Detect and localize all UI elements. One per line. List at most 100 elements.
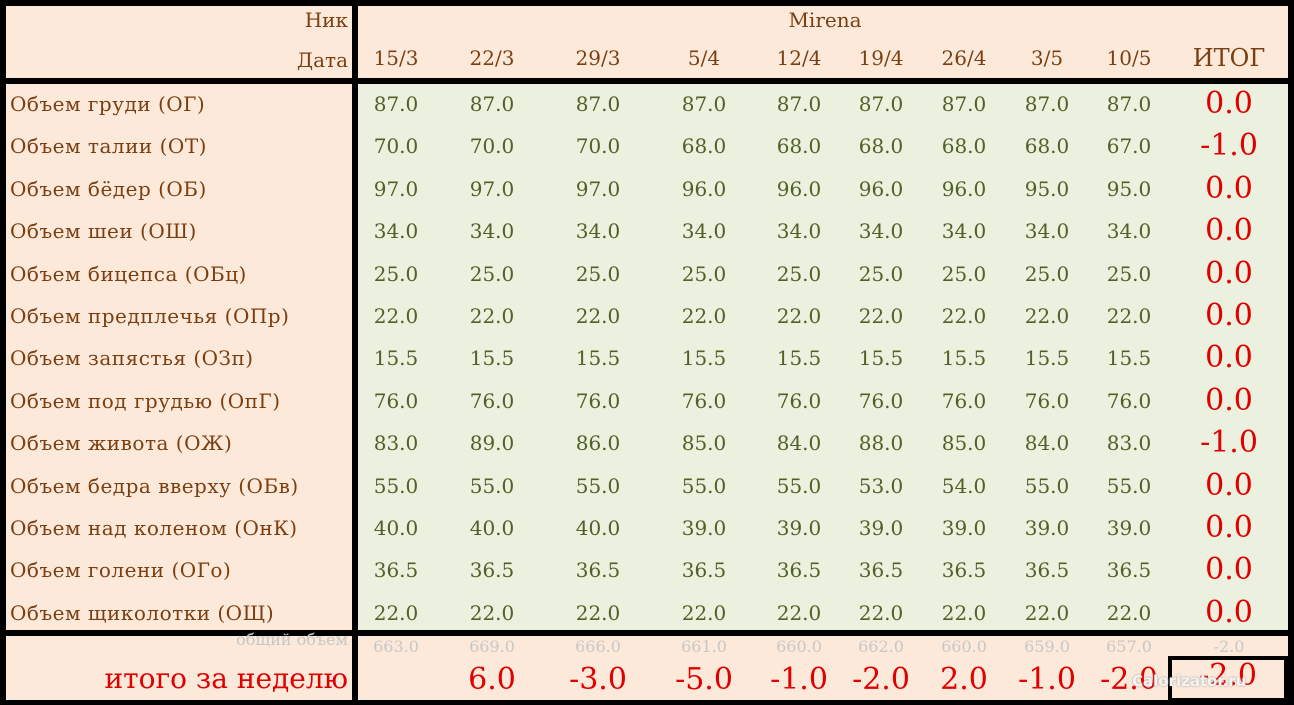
table-cell: 68.0 xyxy=(941,134,987,159)
table-cell: 97.0 xyxy=(469,176,515,201)
row-label: Объем шеи (ОШ) xyxy=(10,219,197,244)
row-label: Объем бицепса (ОБц) xyxy=(10,261,247,286)
table-cell: 15.5 xyxy=(575,346,621,371)
table-cell: 70.0 xyxy=(469,134,515,159)
table-cell: 96.0 xyxy=(681,176,727,201)
table-cell: 15.5 xyxy=(681,346,727,371)
volume-cell: 660.0 xyxy=(776,637,822,656)
table-cell: 87.0 xyxy=(858,92,904,116)
row-total: 0.0 xyxy=(1205,382,1253,418)
table-cell: 34.0 xyxy=(776,219,822,244)
row-total: 0.0 xyxy=(1205,170,1253,206)
table-cell: 40.0 xyxy=(469,516,515,540)
nick-label: Ник xyxy=(304,8,348,32)
week-total: -2.0 xyxy=(1199,658,1257,693)
week-cell: -2.0 xyxy=(852,662,910,697)
table-cell: 70.0 xyxy=(575,134,621,159)
table-cell: 34.0 xyxy=(1106,219,1152,244)
date-header: 12/4 xyxy=(776,46,822,70)
table-cell: 40.0 xyxy=(575,516,621,540)
table-cell: 96.0 xyxy=(858,176,904,201)
table-cell: 34.0 xyxy=(941,219,987,244)
table-cell: 25.0 xyxy=(858,261,904,286)
row-label: Объем над коленом (ОнК) xyxy=(10,516,298,540)
table-cell: 15.5 xyxy=(373,346,419,371)
volume-cell: 669.0 xyxy=(469,637,515,656)
week-cell xyxy=(351,662,441,700)
table-cell: 25.0 xyxy=(941,261,987,286)
table-cell: 76.0 xyxy=(373,388,419,413)
table-cell: 76.0 xyxy=(681,388,727,413)
table-cell: 22.0 xyxy=(575,600,621,625)
table-cell: 55.0 xyxy=(1024,473,1070,498)
table-cell: 39.0 xyxy=(681,516,727,540)
date-header: 10/5 xyxy=(1106,46,1152,70)
date-header: 29/3 xyxy=(575,46,621,70)
table-cell: 97.0 xyxy=(373,176,419,201)
table-cell: 39.0 xyxy=(1106,516,1152,540)
row-labels-panel xyxy=(6,84,352,630)
row-label: Объем голени (ОГо) xyxy=(10,558,232,583)
table-cell: 87.0 xyxy=(681,92,727,116)
table-cell: 68.0 xyxy=(681,134,727,159)
table-cell: 25.0 xyxy=(681,261,727,286)
table-cell: 36.5 xyxy=(858,558,904,583)
table-cell: 36.5 xyxy=(681,558,727,583)
row-label: Объем талии (ОТ) xyxy=(10,134,207,159)
row-total: 0.0 xyxy=(1205,552,1253,588)
date-header: 22/3 xyxy=(469,46,515,70)
row-label: Объем под грудью (ОпГ) xyxy=(10,388,281,413)
table-cell: 36.5 xyxy=(1024,558,1070,583)
row-total: -1.0 xyxy=(1200,128,1258,164)
table-cell: 87.0 xyxy=(776,92,822,116)
week-cell: -3.0 xyxy=(569,662,627,697)
week-label: итого за неделю xyxy=(104,662,348,695)
row-label: Объем запястья (ОЗп) xyxy=(10,346,254,371)
volume-total: -2.0 xyxy=(1213,637,1245,656)
table-cell: 34.0 xyxy=(858,219,904,244)
table-cell: 22.0 xyxy=(469,600,515,625)
table-cell: 55.0 xyxy=(1106,473,1152,498)
week-cell: -2.0 xyxy=(1100,662,1158,697)
volume-cell: 666.0 xyxy=(575,637,621,656)
table-cell: 76.0 xyxy=(1024,388,1070,413)
table-cell: 68.0 xyxy=(776,134,822,159)
table-cell: 25.0 xyxy=(1024,261,1070,286)
date-header: 19/4 xyxy=(858,46,904,70)
table-cell: 36.5 xyxy=(941,558,987,583)
row-label: Объем щиколотки (ОЩ) xyxy=(10,600,275,625)
table-cell: 25.0 xyxy=(469,261,515,286)
row-label: Объем бёдер (ОБ) xyxy=(10,176,207,201)
volume-cell: 657.0 xyxy=(1106,637,1152,656)
table-cell: 25.0 xyxy=(575,261,621,286)
volume-cell: 663.0 xyxy=(373,637,419,656)
row-total: 0.0 xyxy=(1205,340,1253,376)
week-cell: -1.0 xyxy=(770,662,828,697)
table-cell: 22.0 xyxy=(681,304,727,328)
week-total-box xyxy=(1168,656,1288,702)
table-cell: 55.0 xyxy=(776,473,822,498)
table-cell: 22.0 xyxy=(776,304,822,328)
table-cell: 22.0 xyxy=(941,600,987,625)
date-header: 15/3 xyxy=(373,46,419,70)
table-cell: 87.0 xyxy=(941,92,987,116)
table-cell: 34.0 xyxy=(373,219,419,244)
table-cell: 39.0 xyxy=(858,516,904,540)
table-cell: 22.0 xyxy=(373,304,419,328)
footer-label-panel xyxy=(6,636,352,700)
table-cell: 83.0 xyxy=(1106,431,1152,456)
table-cell: 76.0 xyxy=(776,388,822,413)
table-cell: 22.0 xyxy=(1024,600,1070,625)
table-cell: 85.0 xyxy=(681,431,727,456)
table-cell: 87.0 xyxy=(1106,92,1152,116)
volume-label: общий объем xyxy=(236,630,348,649)
table-cell: 76.0 xyxy=(858,388,904,413)
row-total: 0.0 xyxy=(1205,298,1253,333)
table-cell: 96.0 xyxy=(776,176,822,201)
table-cell: 76.0 xyxy=(469,388,515,413)
week-cell: -5.0 xyxy=(675,662,733,697)
table-cell: 55.0 xyxy=(681,473,727,498)
table-cell: 76.0 xyxy=(941,388,987,413)
header-label-panel xyxy=(6,6,352,78)
